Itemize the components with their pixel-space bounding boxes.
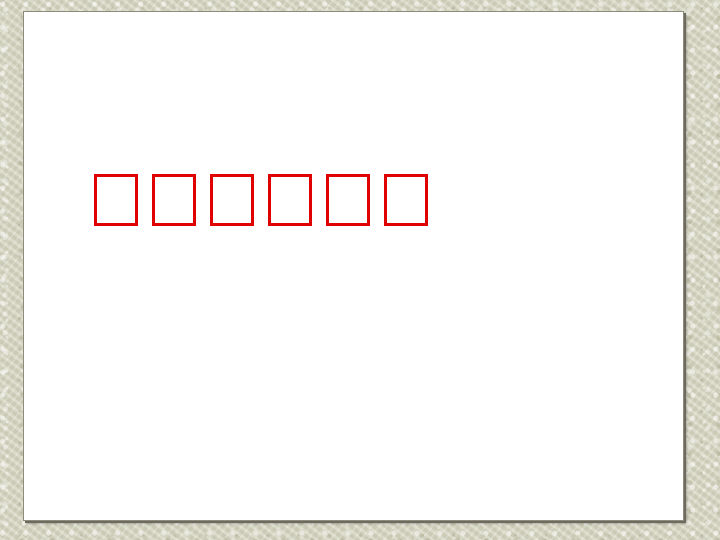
missing-glyph-box [210,174,254,226]
missing-glyph-box [94,174,138,226]
missing-glyph-box [384,174,428,226]
slide-panel [23,11,684,521]
missing-glyph-box [152,174,196,226]
slide-title [94,174,428,226]
missing-glyph-box [326,174,370,226]
missing-glyph-box [268,174,312,226]
